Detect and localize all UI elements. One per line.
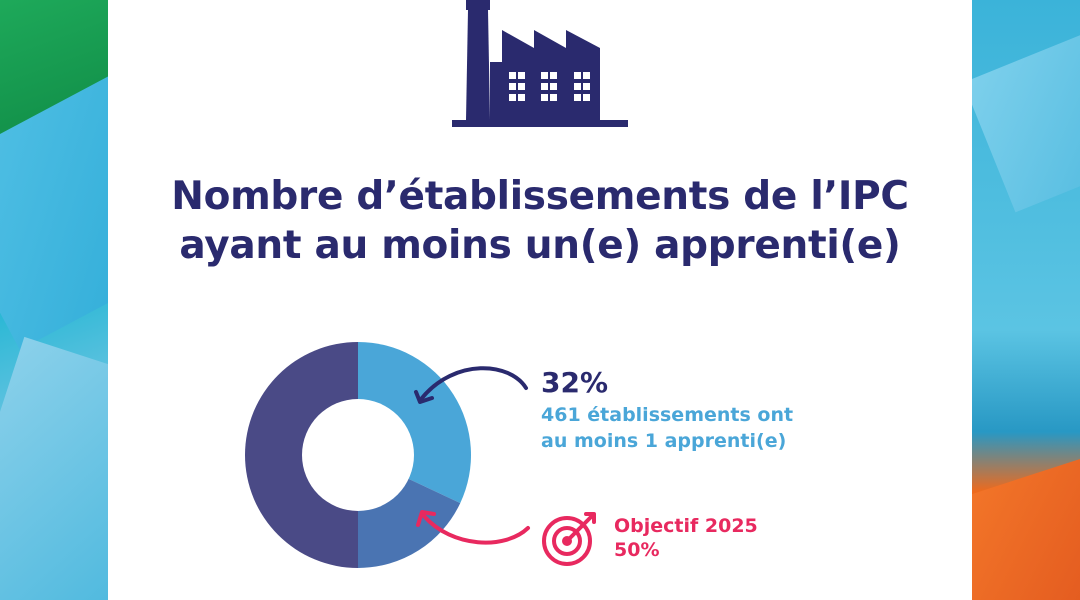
- current-percentage: 32%: [541, 366, 609, 399]
- factory-icon: [452, 0, 628, 127]
- background-right: [972, 0, 1080, 600]
- target-icon: [542, 512, 596, 566]
- current-arrowhead: [414, 390, 434, 404]
- objective-text: Objectif 2025 50%: [614, 514, 758, 562]
- current-arrow: [420, 366, 528, 400]
- current-description: 461 établissements ont au moins 1 appren…: [541, 402, 793, 454]
- donut-hole: [302, 399, 414, 511]
- background-left: [0, 0, 108, 600]
- current-description-line-2: au moins 1 apprenti(e): [541, 430, 787, 452]
- donut-slice-3: [245, 342, 358, 568]
- title-line-1: Nombre d’établissements de l’IPC: [171, 174, 909, 219]
- objective-percentage: 50%: [614, 539, 660, 561]
- chart-title: Nombre d’établissements de l’IPC ayant a…: [108, 172, 972, 270]
- current-description-line-1: 461 établissements ont: [541, 404, 794, 426]
- title-line-2: ayant au moins un(e) apprenti(e): [179, 223, 901, 268]
- objective-arrowhead: [416, 510, 436, 527]
- objective-arrow: [422, 514, 530, 545]
- objective-label: Objectif 2025: [614, 515, 758, 537]
